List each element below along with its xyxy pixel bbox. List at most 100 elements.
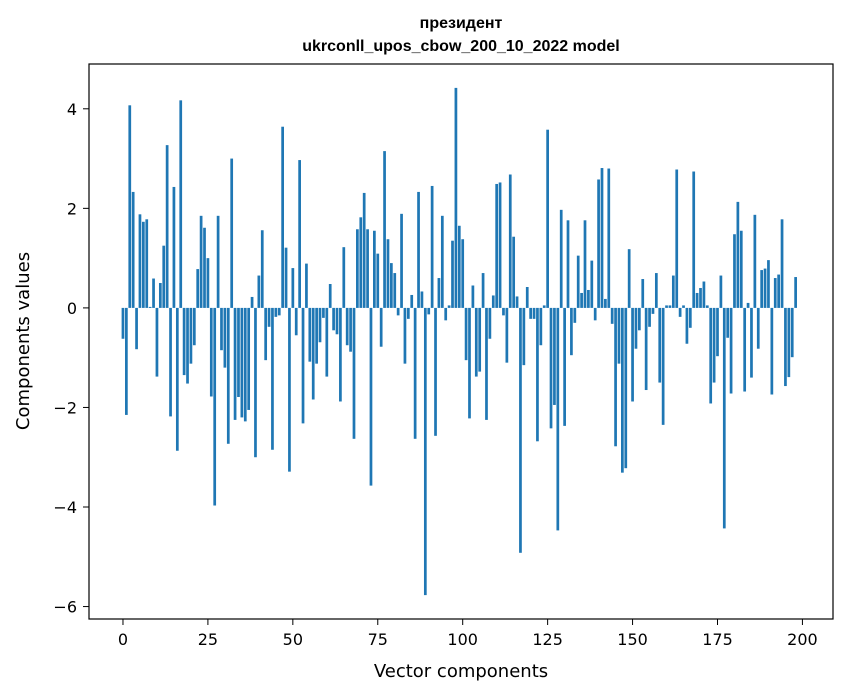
bar-194 <box>780 219 784 308</box>
bar-185 <box>750 307 753 378</box>
bar-18 <box>182 307 186 376</box>
bar-49 <box>288 307 291 472</box>
bar-151 <box>634 307 638 349</box>
bar-13 <box>165 145 169 308</box>
bar-130 <box>563 307 566 426</box>
y-axis-label: Components values <box>13 252 34 430</box>
x-tick-label: 175 <box>702 630 733 649</box>
bar-198 <box>794 277 797 308</box>
bar-85 <box>410 294 414 308</box>
y-tick-label: −6 <box>53 598 77 617</box>
y-tick-label: 4 <box>67 100 77 119</box>
bar-187 <box>756 307 760 349</box>
bar-45 <box>274 307 278 317</box>
bar-80 <box>393 273 397 308</box>
bar-191 <box>770 307 774 395</box>
bar-56 <box>311 307 315 400</box>
bar-26 <box>209 307 213 397</box>
bar-166 <box>685 307 689 344</box>
y-tick-label: 2 <box>67 199 77 218</box>
bar-95 <box>444 307 448 321</box>
bar-105 <box>478 307 482 372</box>
bar-164 <box>678 307 682 317</box>
bar-181 <box>736 201 740 308</box>
y-axis-ticks: −6 −4 −2 0 2 4 <box>53 100 89 617</box>
bar-46 <box>277 307 281 316</box>
bar-138 <box>590 260 594 308</box>
bar-1 <box>125 307 128 415</box>
bar-91 <box>430 185 434 308</box>
bar-171 <box>702 281 706 308</box>
x-axis-label: Vector components <box>374 661 548 682</box>
bar-155 <box>648 307 651 327</box>
bar-131 <box>566 220 570 308</box>
bar-149 <box>627 249 631 308</box>
bar-114 <box>508 174 512 308</box>
bar-126 <box>549 307 553 429</box>
bar-127 <box>553 307 556 405</box>
bar-115 <box>512 236 516 308</box>
bar-101 <box>464 307 468 361</box>
bar-57 <box>315 307 318 364</box>
bar-137 <box>587 289 590 308</box>
bar-72 <box>366 229 369 308</box>
bar-184 <box>746 302 750 308</box>
bar-163 <box>675 169 679 308</box>
bar-167 <box>688 307 692 328</box>
bar-55 <box>308 307 312 362</box>
bar-2 <box>128 105 132 308</box>
bar-182 <box>739 230 743 308</box>
bar-104 <box>474 307 478 377</box>
bar-188 <box>760 270 764 308</box>
bar-50 <box>291 268 295 308</box>
bar-136 <box>583 220 587 308</box>
bar-60 <box>325 307 329 377</box>
bar-14 <box>169 307 172 417</box>
bar-173 <box>709 307 713 404</box>
bar-186 <box>753 214 757 308</box>
bar-42 <box>264 307 268 361</box>
bar-177 <box>722 307 726 529</box>
x-tick-label: 75 <box>368 630 388 649</box>
bar-38 <box>250 296 254 308</box>
bar-172 <box>705 305 709 308</box>
bar-180 <box>733 234 736 308</box>
bar-135 <box>580 292 583 308</box>
bar-53 <box>301 307 305 424</box>
y-tick-label: −2 <box>53 398 77 417</box>
bar-19 <box>186 307 189 384</box>
x-axis-ticks: 0 25 50 75 100 125 150 175 200 <box>118 619 818 649</box>
bar-41 <box>260 230 264 308</box>
bar-22 <box>196 269 200 308</box>
bar-152 <box>638 307 641 331</box>
bar-119 <box>525 287 529 308</box>
bar-106 <box>481 273 485 308</box>
bar-107 <box>485 307 488 420</box>
bar-36 <box>243 307 247 422</box>
bar-190 <box>767 260 770 308</box>
bar-109 <box>491 295 495 308</box>
bar-139 <box>593 307 597 321</box>
bar-82 <box>400 213 403 308</box>
bar-8 <box>148 306 152 308</box>
bar-158 <box>658 307 662 383</box>
bar-161 <box>668 305 672 308</box>
bar-196 <box>787 307 791 378</box>
bar-113 <box>505 307 509 363</box>
bar-69 <box>356 229 359 308</box>
bar-175 <box>716 307 719 357</box>
bar-183 <box>743 307 747 392</box>
bar-169 <box>695 292 699 308</box>
bar-92 <box>434 307 437 436</box>
x-tick-label: 50 <box>283 630 303 649</box>
bar-118 <box>522 307 526 366</box>
bar-39 <box>254 307 257 458</box>
bar-5 <box>138 214 142 308</box>
bar-94 <box>440 215 444 308</box>
bar-99 <box>457 225 461 308</box>
bar-68 <box>352 307 356 439</box>
bar-132 <box>570 307 573 356</box>
bar-90 <box>427 307 431 315</box>
bar-144 <box>610 307 614 324</box>
bar-81 <box>396 307 400 316</box>
